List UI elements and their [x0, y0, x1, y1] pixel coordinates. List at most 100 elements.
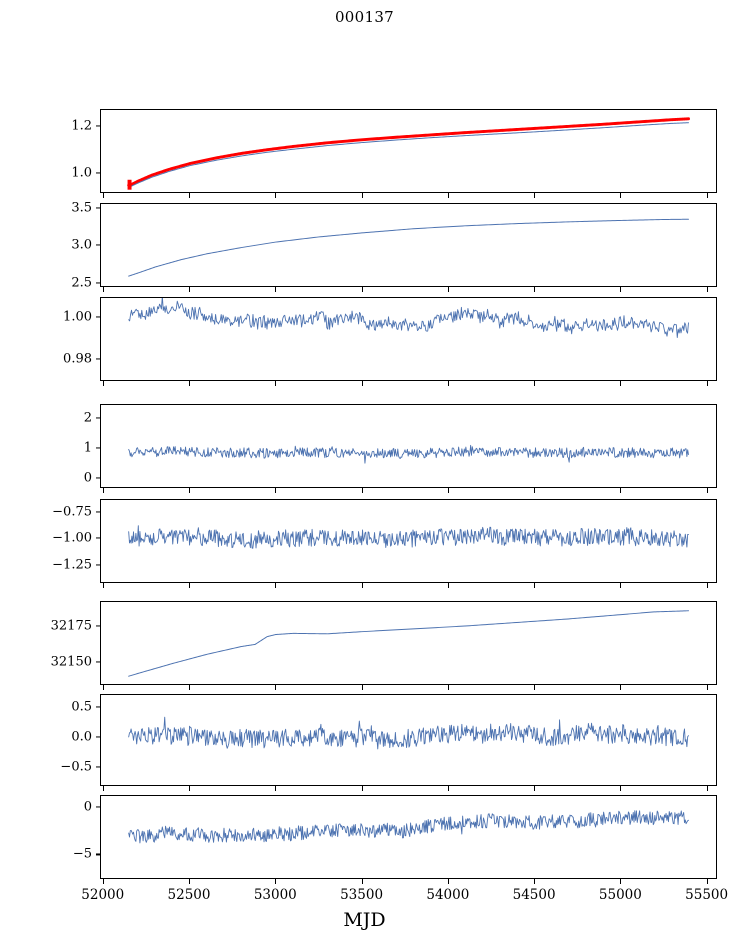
xtick-mark [275, 879, 277, 884]
panel-4-alpha [100, 499, 717, 583]
panel-3-ytick-mark [96, 447, 100, 449]
panel-4-ytick-label: −0.75 [52, 504, 92, 520]
panel-1-ytick-label: 3.5 [71, 200, 92, 215]
series-alpha [128, 525, 689, 549]
xtick-mark [189, 879, 191, 884]
xtick-mark [361, 879, 363, 884]
panel-1-ytick-mark [96, 206, 100, 209]
xtick-mark [620, 786, 622, 791]
panel-6-ytick-mark [96, 766, 100, 768]
panel-2-sigma-0-mk-s-1-2 [100, 297, 717, 381]
panel-3-ytick-label: 1 [83, 440, 92, 456]
xtick-mark [706, 786, 708, 791]
panel-4-ytick-label: −1.25 [52, 557, 92, 573]
xtick-mark [447, 287, 449, 292]
xtick-mark [361, 786, 363, 791]
xtick-mark [706, 193, 708, 198]
series-b-1 [128, 716, 689, 750]
figure-title: 000137 [334, 8, 395, 26]
xtick-mark [275, 488, 277, 493]
series-b0-offset [128, 610, 689, 677]
xtick-mark [534, 786, 536, 791]
panel-3-ytick-label: 2 [83, 410, 92, 426]
xtick-mark [361, 287, 363, 292]
xtick-mark [620, 488, 622, 493]
xtick-label: 53500 [340, 887, 384, 903]
xtick-label: 54500 [512, 887, 556, 903]
xtick-label: 55000 [598, 887, 642, 903]
panel-5-b-0 [100, 601, 717, 685]
panel-6-ytick-mark [96, 706, 100, 708]
xtick-mark [102, 381, 104, 386]
series-sigma0-du [128, 218, 689, 277]
xtick-mark [189, 287, 191, 292]
xtick-mark [447, 488, 449, 493]
panel-7-ytick-label: −5 [72, 846, 92, 862]
xtick-mark [447, 879, 449, 884]
panel-0-plot [127, 117, 690, 190]
panel-2-ytick-mark [96, 358, 100, 360]
panel-5-ytick-mark [96, 661, 100, 663]
xtick-mark [534, 488, 536, 493]
xtick-mark [620, 879, 622, 884]
panel-0-ytick-mark [96, 125, 100, 127]
xtick-mark [361, 685, 363, 690]
panel-2-plot [128, 298, 689, 338]
panel-1-ytick-label: 2.5 [71, 275, 92, 290]
panel-3-ytick-mark [96, 417, 100, 419]
xtick-mark [102, 193, 104, 198]
panel-6-plot [128, 716, 689, 750]
panel-1-plot [128, 218, 689, 277]
panel-7-ytick-mark [96, 806, 100, 808]
xtick-mark [447, 583, 449, 588]
xtick-mark [706, 488, 708, 493]
series-gain-fit-red [127, 117, 690, 187]
xtick-mark [102, 685, 104, 690]
xtick-mark [534, 381, 536, 386]
panel-1-ytick-mark [96, 281, 100, 284]
xtick-mark [620, 381, 622, 386]
xtick-mark [275, 685, 277, 690]
series-chi-2 [128, 810, 689, 844]
xtick-mark [361, 488, 363, 493]
xtick-mark [620, 685, 622, 690]
xtick-mark [275, 583, 277, 588]
panel-7-plot [128, 810, 689, 844]
xtick-mark [361, 583, 363, 588]
panel-1-sigma-0-du [100, 203, 717, 287]
xtick-mark [706, 381, 708, 386]
series-sigma-0-mk-s-1-2 [128, 298, 689, 338]
xtick-mark [534, 287, 536, 292]
xtick-label: 52000 [81, 887, 125, 903]
panel-4-plot [128, 525, 689, 549]
panel-3-ytick-mark [96, 477, 100, 479]
xtick-mark [189, 685, 191, 690]
xtick-mark [706, 583, 708, 588]
xtick-mark [189, 193, 191, 198]
panel-1-ytick-label: 3.0 [71, 237, 92, 253]
xtick-mark [361, 381, 363, 386]
xtick-mark [102, 583, 104, 588]
xtick-label: 55500 [685, 887, 729, 903]
xtick-mark [447, 685, 449, 690]
xtick-mark [447, 381, 449, 386]
series-gain-data-blue [128, 122, 689, 188]
panel-5-plot [128, 610, 689, 677]
xtick-mark [620, 193, 622, 198]
xtick-label: 54000 [426, 887, 470, 903]
panel-0-g [100, 109, 717, 193]
xtick-mark [275, 381, 277, 386]
series-f-knee-mhz [128, 444, 689, 464]
panel-3-f-knee-mhz [100, 404, 717, 488]
xtick-mark [275, 193, 277, 198]
xtick-mark [706, 287, 708, 292]
xtick-mark [102, 879, 104, 884]
xtick-mark [534, 879, 536, 884]
panel-1-ytick-mark [96, 244, 100, 246]
panel-0-ytick-mark [96, 172, 100, 174]
xtick-mark [620, 287, 622, 292]
panel-4-ytick-mark [96, 537, 100, 539]
xtick-label: 52500 [167, 887, 211, 903]
panel-5-ytick-label: 32150 [50, 654, 92, 670]
panel-6-ytick-label: 0.0 [71, 729, 92, 745]
